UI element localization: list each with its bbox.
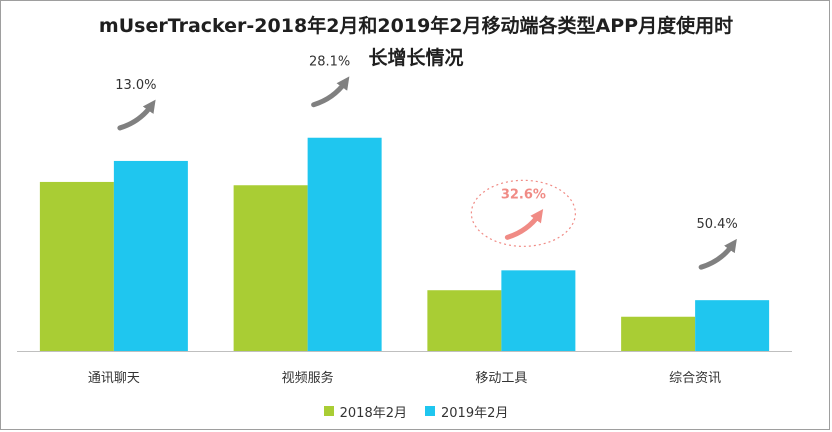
bar-2019-2 [501, 270, 576, 351]
growth-arrow-2 [504, 209, 544, 240]
category-label-0: 通讯聊天 [88, 371, 140, 386]
legend-swatch-2018 [323, 406, 334, 416]
growth-label-2: 32.6% [501, 187, 546, 202]
category-label-3: 综合资讯 [669, 371, 721, 386]
bar-2018-1 [233, 185, 308, 351]
legend-label-2018: 2018年2月 [339, 405, 407, 421]
highlight-ellipse [470, 179, 576, 247]
growth-arrow-3 [698, 238, 737, 270]
legend-swatch-2019 [425, 406, 435, 416]
bar-2018-2 [427, 290, 502, 351]
bar-2019-0 [113, 160, 188, 351]
growth-arrow-0 [117, 99, 156, 131]
bar-2018-3 [621, 316, 696, 351]
growth-label-1: 28.1% [309, 55, 350, 70]
chart-title-line2: 长增长情况 [368, 47, 464, 69]
category-label-2: 移动工具 [475, 371, 527, 386]
bar-2019-3 [695, 300, 770, 351]
bar-2019-1 [307, 137, 382, 351]
legend-item-2019: 2019年2月 [425, 402, 508, 421]
category-label-1: 视频服务 [282, 370, 334, 386]
legend-label-2019: 2019年2月 [441, 405, 509, 421]
growth-label-0: 13.0% [115, 78, 156, 93]
chart-title-line1: mUserTracker-2018年2月和2019年2月移动端各类型APP月度使… [98, 15, 734, 37]
bar-2018-0 [39, 181, 114, 351]
legend-item-2018: 2018年2月 [323, 402, 407, 421]
growth-arrow-1 [311, 76, 350, 108]
growth-label-3: 50.4% [696, 217, 737, 232]
legend: 2018年2月 2019年2月 [0, 401, 832, 421]
